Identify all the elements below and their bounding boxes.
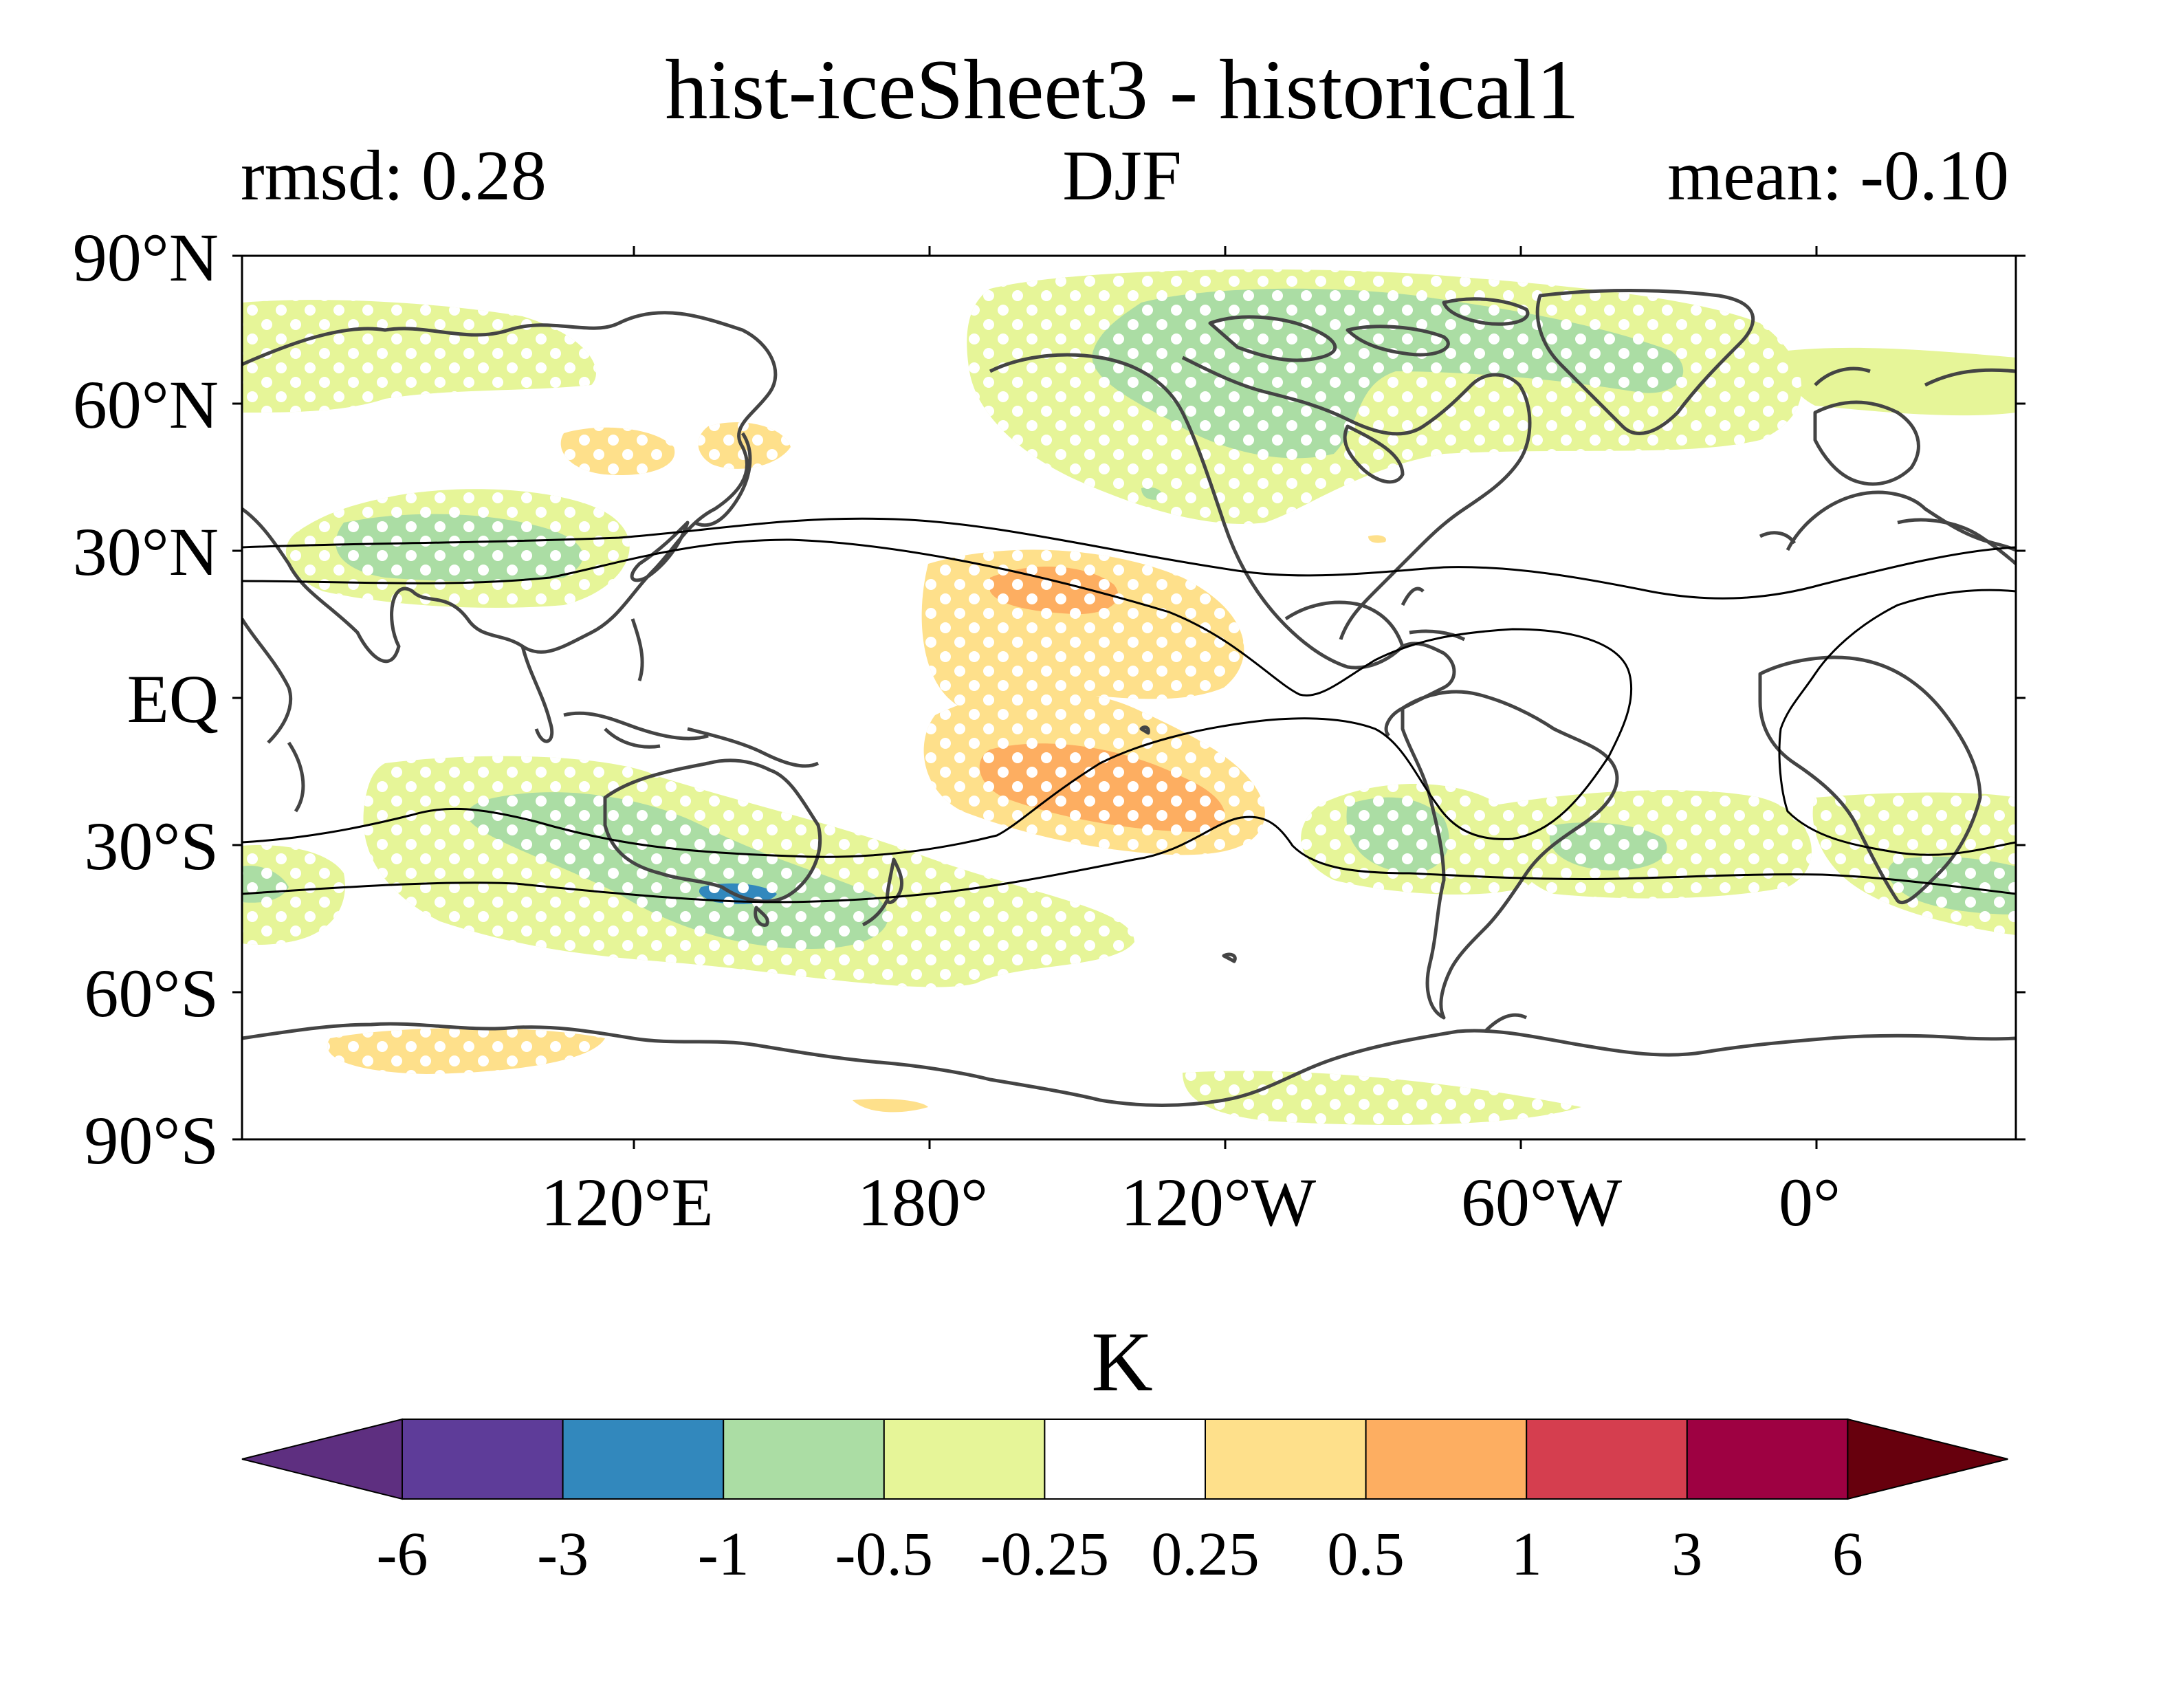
stippling — [242, 269, 2016, 1125]
colorbar-segment — [723, 1419, 885, 1500]
colorbar-segment — [562, 1419, 725, 1500]
colorbar-segment — [1044, 1419, 1207, 1500]
colorbar-segment — [1526, 1419, 1688, 1500]
colorbar-segment — [1365, 1419, 1528, 1500]
lon-axis: 120°E 180° 120°W 60°W 0° — [540, 1164, 1841, 1240]
map-frame — [232, 246, 2025, 1149]
colorbar-tick-label: -3 — [537, 1520, 589, 1588]
lat-tick-label: 90°S — [84, 1102, 219, 1179]
colorbar-tick-label: 0.25 — [1151, 1520, 1260, 1588]
lat-tick-label: 30°N — [73, 514, 219, 590]
mean-label: mean: -0.10 — [1667, 136, 2009, 215]
season-label: DJF — [1062, 136, 1181, 215]
colorbar-tick-label: 1 — [1511, 1520, 1542, 1588]
lon-tick-label: 180° — [857, 1164, 988, 1240]
lat-tick-label: 60°N — [73, 366, 219, 443]
colorbar-extend-high — [1847, 1418, 2008, 1500]
colorbar-tick-label: 3 — [1671, 1520, 1702, 1588]
colorbar: -6 -3 -1 -0.5 -0.25 0.25 0.5 1 3 6 — [241, 1418, 2008, 1588]
lat-axis: 90°N 60°N 30°N EQ 30°S 60°S 90°S — [73, 219, 219, 1179]
colorbar-tick-label: -0.5 — [835, 1520, 933, 1588]
colorbar-tick-label: 6 — [1832, 1520, 1863, 1588]
colorbar-tick-label: 0.5 — [1327, 1520, 1405, 1588]
colorbar-segment — [1205, 1419, 1367, 1500]
colorbar-segment — [1686, 1419, 1849, 1500]
map-panel — [242, 256, 2016, 1139]
colorbar-segment — [883, 1419, 1046, 1500]
lon-tick-label: 120°E — [540, 1164, 713, 1240]
colorbar-unit: K — [1091, 1315, 1153, 1409]
colorbar-tick-label: -1 — [698, 1520, 749, 1588]
lon-tick-label: 60°W — [1461, 1164, 1623, 1240]
colorbar-tick-label: -6 — [377, 1520, 428, 1588]
coastlines — [242, 289, 2016, 1107]
lon-tick-label: 0° — [1779, 1164, 1841, 1240]
lon-tick-label: 120°W — [1121, 1164, 1317, 1240]
lat-tick-label: 60°S — [84, 955, 219, 1031]
lat-tick-label: EQ — [127, 661, 219, 737]
jet-contours — [242, 517, 2016, 904]
lat-tick-label: 90°N — [73, 219, 219, 296]
chart-title: hist-iceSheet3 - historical1 — [665, 43, 1579, 137]
colorbar-segment — [402, 1419, 564, 1500]
lat-tick-label: 30°S — [84, 808, 219, 884]
colorbar-tick-label: -0.25 — [980, 1520, 1109, 1588]
colorbar-extend-low — [241, 1418, 403, 1500]
rmsd-label: rmsd: 0.28 — [241, 136, 547, 215]
